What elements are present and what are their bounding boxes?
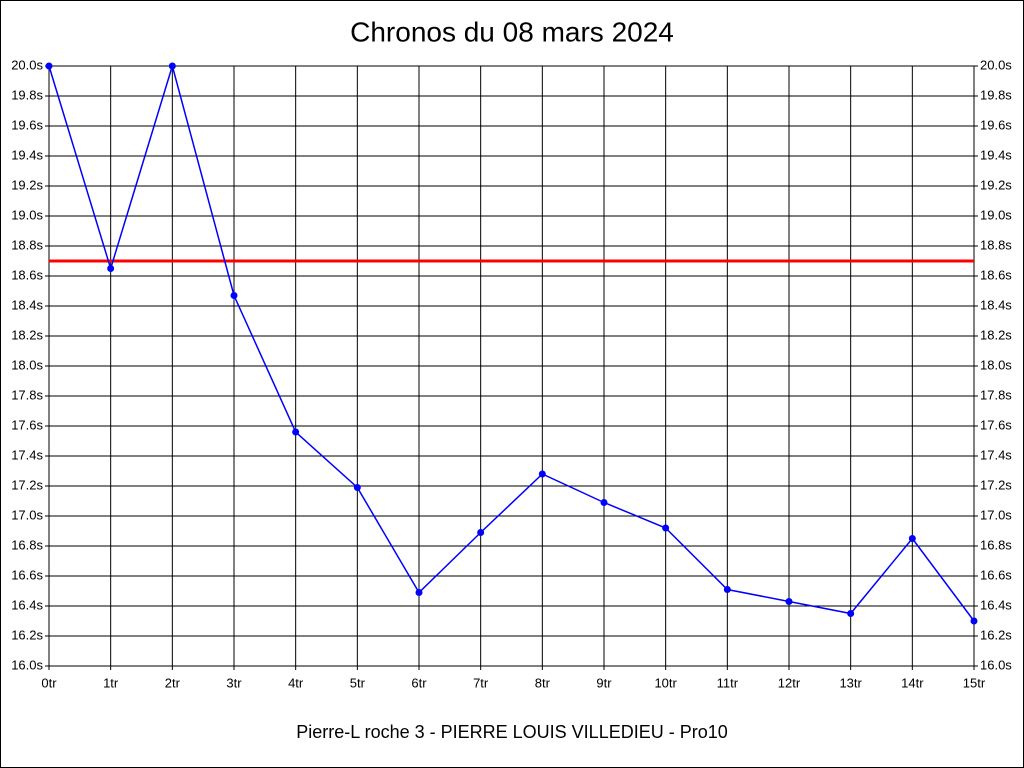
y2-tick-label: 20.0s: [980, 57, 1012, 72]
data-point: [415, 589, 423, 596]
x-tick-label: 1tr: [103, 675, 119, 690]
y2-tick-label: 19.2s: [980, 177, 1012, 192]
y-tick-label: 17.4s: [11, 447, 43, 462]
y-tick-label: 18.4s: [11, 297, 43, 312]
data-point: [230, 292, 238, 299]
y-tick-label: 17.0s: [11, 507, 43, 522]
data-point: [353, 484, 361, 491]
y-tick-label: 20.0s: [11, 57, 43, 72]
y-tick-label: 19.0s: [11, 207, 43, 222]
data-point: [785, 598, 793, 605]
x-tick-label: 14tr: [901, 675, 924, 690]
y2-tick-label: 18.8s: [980, 237, 1012, 252]
x-tick-label: 13tr: [839, 675, 862, 690]
x-tick-label: 15tr: [963, 675, 986, 690]
x-tick-label: 3tr: [226, 675, 242, 690]
y2-tick-label: 18.0s: [980, 357, 1012, 372]
y-tick-label: 19.2s: [11, 177, 43, 192]
x-tick-label: 5tr: [350, 675, 366, 690]
y2-tick-label: 18.6s: [980, 267, 1012, 282]
x-tick-label: 0tr: [41, 675, 57, 690]
plot-border: [48, 65, 975, 667]
y2-tick-label: 19.6s: [980, 117, 1012, 132]
y-tick-label: 16.8s: [11, 537, 43, 552]
y2-tick-label: 16.4s: [980, 597, 1012, 612]
x-tick-label: 10tr: [654, 675, 677, 690]
y-tick-label: 19.4s: [11, 147, 43, 162]
y2-tick-label: 16.8s: [980, 537, 1012, 552]
y2-tick-label: 17.4s: [980, 447, 1012, 462]
y2-tick-label: 19.4s: [980, 147, 1012, 162]
y2-tick-label: 19.8s: [980, 87, 1012, 102]
y-tick-label: 19.8s: [11, 87, 43, 102]
y-tick-label: 18.2s: [11, 327, 43, 342]
y-tick-label: 16.2s: [11, 627, 43, 642]
y2-tick-label: 19.0s: [980, 207, 1012, 222]
y2-tick-label: 16.0s: [980, 657, 1012, 672]
x-tick-label: 12tr: [778, 675, 801, 690]
x-tick-label: 9tr: [596, 675, 612, 690]
data-point: [847, 610, 855, 617]
y-tick-label: 17.8s: [11, 387, 43, 402]
y2-tick-label: 17.8s: [980, 387, 1012, 402]
y2-tick-label: 18.2s: [980, 327, 1012, 342]
data-line: [48, 63, 975, 622]
y-tick-label: 18.6s: [11, 267, 43, 282]
data-point: [538, 470, 546, 478]
data-point: [168, 62, 176, 70]
y-tick-label: 18.0s: [11, 357, 43, 372]
x-tick-label: 7tr: [473, 675, 489, 690]
y-tick-label: 16.0s: [11, 657, 43, 672]
data-point: [970, 617, 978, 625]
y2-tick-label: 16.6s: [980, 567, 1012, 582]
x-tick-label: 4tr: [288, 675, 304, 690]
chart-subtitle: Pierre-L roche 3 - PIERRE LOUIS VILLEDIE…: [296, 722, 728, 742]
data-point: [600, 499, 608, 506]
y-tick-label: 16.4s: [11, 597, 43, 612]
y-tick-label: 17.2s: [11, 477, 43, 492]
data-point: [292, 428, 300, 436]
x-tick-label: 11tr: [717, 675, 739, 690]
data-point: [908, 535, 916, 542]
data-point: [107, 265, 115, 272]
y-tick-label: 16.6s: [11, 567, 43, 582]
y-tick-label: 19.6s: [11, 117, 43, 132]
y-tick-label: 17.6s: [11, 417, 43, 432]
data-point: [662, 524, 670, 532]
y2-tick-label: 17.2s: [980, 477, 1012, 492]
data-point: [45, 62, 53, 70]
x-tick-label: 8tr: [535, 675, 551, 690]
y2-tick-label: 18.4s: [980, 297, 1012, 312]
y2-tick-label: 16.2s: [980, 627, 1012, 642]
x-tick-label: 6tr: [411, 675, 427, 690]
y2-tick-label: 17.6s: [980, 417, 1012, 432]
y-tick-label: 18.8s: [11, 237, 43, 252]
y2-tick-label: 17.0s: [980, 507, 1012, 522]
data-point: [477, 529, 485, 536]
data-point: [723, 586, 731, 593]
chart-title: Chronos du 08 mars 2024: [350, 16, 674, 47]
x-tick-label: 2tr: [165, 675, 181, 690]
